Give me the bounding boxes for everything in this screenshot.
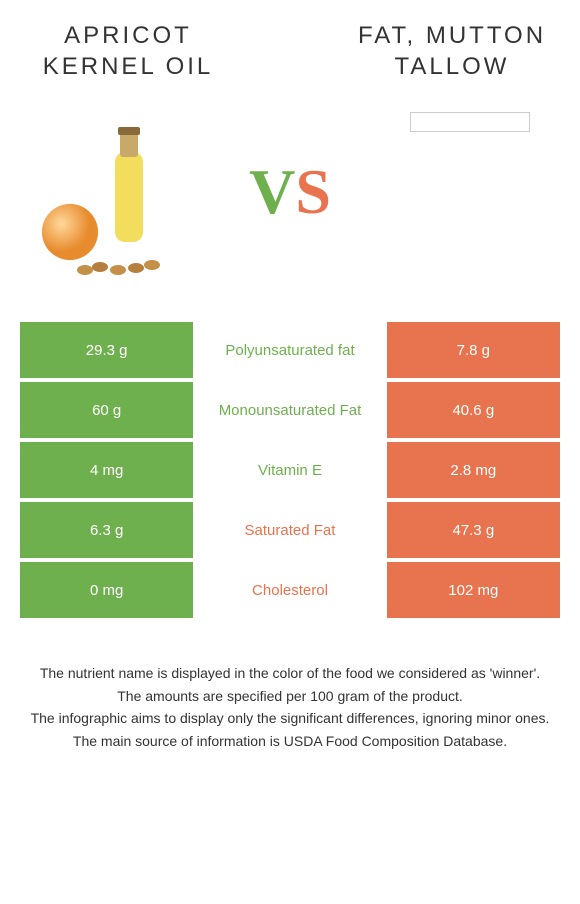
left-value: 4 mg [20,442,197,502]
left-value: 60 g [20,382,197,442]
vs-v: V [249,156,295,227]
nutrient-label: Vitamin E [197,442,382,502]
right-value: 102 mg [383,562,560,622]
footer-line: The amounts are specified per 100 gram o… [20,685,560,707]
nutrient-label: Polyunsaturated fat [197,322,382,382]
images-row: VS [20,92,560,292]
apricot-oil-icon [30,102,190,282]
right-value: 2.8 mg [383,442,560,502]
left-value: 6.3 g [20,502,197,562]
left-value: 29.3 g [20,322,197,382]
left-product-title: APRICOT KERNEL OIL [20,20,236,82]
right-image-placeholder [410,112,530,132]
left-product-image [20,102,200,282]
nutrient-label: Saturated Fat [197,502,382,562]
footer-line: The infographic aims to display only the… [20,707,560,729]
footer-notes: The nutrient name is displayed in the co… [20,662,560,752]
table-row: 60 g Monounsaturated Fat 40.6 g [20,382,560,442]
table-row: 6.3 g Saturated Fat 47.3 g [20,502,560,562]
left-value: 0 mg [20,562,197,622]
nutrient-label: Monounsaturated Fat [197,382,382,442]
table-row: 4 mg Vitamin E 2.8 mg [20,442,560,502]
vs-s: S [295,156,331,227]
nutrient-label: Cholesterol [197,562,382,622]
right-product-title: FAT, MUTTON TALLOW [344,20,560,82]
vs-label: VS [249,155,331,229]
comparison-table: 29.3 g Polyunsaturated fat 7.8 g 60 g Mo… [20,322,560,622]
right-product-image [380,102,560,282]
header-row: APRICOT KERNEL OIL FAT, MUTTON TALLOW [20,20,560,82]
right-value: 47.3 g [383,502,560,562]
table-row: 0 mg Cholesterol 102 mg [20,562,560,622]
footer-line: The main source of information is USDA F… [20,730,560,752]
footer-line: The nutrient name is displayed in the co… [20,662,560,684]
right-value: 40.6 g [383,382,560,442]
right-value: 7.8 g [383,322,560,382]
table-row: 29.3 g Polyunsaturated fat 7.8 g [20,322,560,382]
